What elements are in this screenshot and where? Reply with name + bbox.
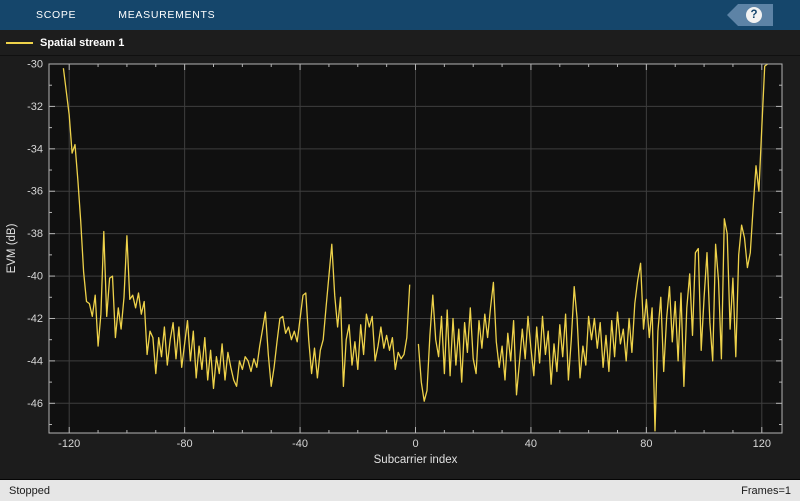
svg-text:-80: -80	[177, 438, 193, 450]
svg-text:-40: -40	[292, 438, 308, 450]
question-icon: ?	[746, 7, 762, 23]
trace-spatial-stream-1	[62, 64, 768, 432]
x-axis-label: Subcarrier index	[374, 454, 458, 466]
frames-counter: Frames=1	[741, 484, 791, 497]
plot-area: -120 -80 -40 0 40 80 120 -30 -32 -34 -36 -38 -40 -42-…	[0, 56, 800, 479]
y-axis-label: EVM (dB)	[6, 223, 18, 273]
legend-line-sample	[6, 41, 33, 44]
status-bar: Stopped Frames=1	[0, 479, 800, 501]
svg-text:-46: -46	[27, 398, 43, 410]
svg-text:120: 120	[753, 438, 771, 450]
svg-text:-36: -36	[27, 186, 43, 198]
help-button[interactable]: ?	[727, 4, 773, 26]
legend: Spatial stream 1	[0, 30, 800, 56]
svg-text:-42: -42	[27, 313, 43, 325]
svg-text:-34: -34	[27, 143, 43, 155]
tab-measurements[interactable]: MEASUREMENTS	[118, 9, 216, 21]
y-tick-labels: -30 -32 -34 -36 -38 -40 -42 -44 -46	[27, 59, 43, 410]
axes-frame	[48, 63, 783, 434]
svg-text:40: 40	[525, 438, 537, 450]
x-tick-labels: -120 -80 -40 0 40 80 120	[58, 438, 771, 450]
tab-scope[interactable]: SCOPE	[36, 9, 77, 21]
svg-text:-38: -38	[27, 228, 43, 240]
svg-text:80: 80	[640, 438, 652, 450]
svg-text:-120: -120	[58, 438, 80, 450]
status-text: Stopped	[9, 484, 50, 497]
legend-label: Spatial stream 1	[40, 36, 125, 49]
svg-text:0: 0	[412, 438, 418, 450]
evm-chart: -120 -80 -40 0 40 80 120-30-32-34-36-38-40-42-…	[6, 59, 783, 466]
svg-text:-32: -32	[27, 101, 43, 113]
svg-text:-40: -40	[27, 271, 43, 283]
svg-text:-44: -44	[27, 355, 43, 367]
svg-text:-30: -30	[27, 59, 43, 71]
toolbar: SCOPE MEASUREMENTS ?	[0, 0, 800, 30]
